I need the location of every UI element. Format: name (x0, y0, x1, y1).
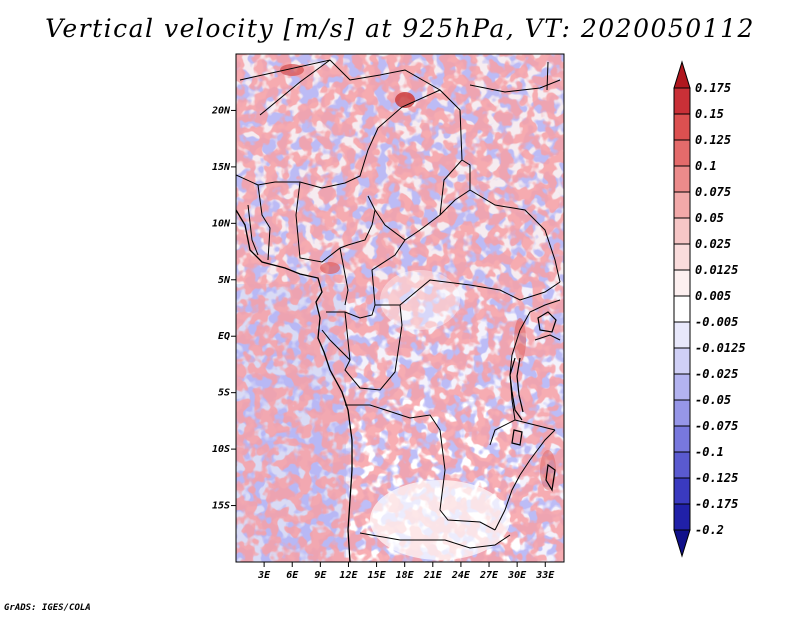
lon-tick-label: 24E (451, 570, 471, 581)
colorbar-top-arrow (673, 60, 691, 89)
colorbar-swatch (673, 477, 691, 505)
colorbar-label: 0.125 (695, 133, 731, 147)
colorbar-swatch (673, 295, 691, 323)
lon-tick-label: 30E (507, 570, 527, 581)
latitude-axis: 20N 15N 10N 5N EQ 5S 10S 15S (211, 105, 236, 512)
colorbar-label: -0.025 (695, 367, 738, 381)
colorbar-swatch (673, 321, 691, 349)
lat-tick-label: 5N (218, 275, 231, 286)
colorbar-label: -0.175 (695, 497, 738, 511)
lat-tick-label: 5S (218, 388, 230, 399)
colorbar-label: 0.005 (695, 289, 731, 303)
colorbar-label: -0.2 (695, 523, 724, 537)
colorbar-swatch (673, 165, 691, 193)
colorbar-label: 0.05 (695, 211, 724, 225)
lon-tick-label: 33E (535, 570, 555, 581)
map-frame (235, 53, 565, 563)
colorbar-label: 0.0125 (695, 263, 738, 277)
lon-tick-label: 15E (368, 570, 387, 581)
lon-tick-label: 21E (423, 570, 443, 581)
colorbar-swatch (673, 217, 691, 245)
lat-tick-label: 15N (212, 162, 231, 173)
lon-tick-label: 6E (286, 570, 299, 581)
lon-tick-label: 27E (479, 570, 499, 581)
lat-tick-label: 20N (211, 105, 231, 116)
grads-credit: GrADS: IGES/COLA (4, 603, 91, 613)
colorbar-swatch (673, 373, 691, 401)
colorbar-label: -0.005 (695, 315, 738, 329)
colorbar-label: -0.125 (695, 471, 738, 485)
colorbar-label: 0.025 (695, 237, 731, 251)
lon-tick-label: 18E (396, 570, 415, 581)
lon-tick-label: 9E (314, 570, 327, 581)
lat-tick-label: 10N (212, 218, 231, 229)
colorbar-swatch (673, 425, 691, 453)
coastline (236, 209, 353, 562)
colorbar-label: -0.1 (695, 445, 724, 459)
longitude-axis: 3E 6E 9E 12E 15E 18E 21E 24E 27E 30E 33E (257, 562, 555, 581)
colorbar-swatch (673, 269, 691, 297)
colorbar-swatch (673, 191, 691, 219)
colorbar-label: -0.075 (695, 419, 738, 433)
colorbar: 0.175 0.15 0.125 0.1 0.075 0.05 0.025 0.0125 0.0… (673, 60, 746, 558)
colorbar-bottom-arrow (673, 529, 691, 558)
colorbar-swatch (673, 87, 691, 115)
colorbar-swatch (673, 113, 691, 141)
colorbar-label: -0.05 (695, 393, 731, 407)
lat-tick-label: 10S (212, 444, 230, 455)
lon-tick-label: 3E (257, 570, 271, 581)
lat-tick-label: 15S (212, 501, 230, 512)
colorbar-swatch (673, 399, 691, 427)
colorbar-label: -0.0125 (695, 341, 746, 355)
lat-tick-label: EQ (218, 331, 230, 342)
colorbar-label: 0.075 (695, 185, 731, 199)
country-borders (236, 59, 561, 549)
lon-tick-label: 12E (339, 570, 358, 581)
colorbar-swatch (673, 139, 691, 167)
colorbar-swatch (673, 503, 691, 531)
colorbar-label: 0.1 (695, 159, 717, 173)
colorbar-label: 0.175 (695, 81, 731, 95)
colorbar-label: 0.15 (695, 107, 724, 121)
colorbar-swatch (673, 243, 691, 271)
colorbar-swatch (673, 451, 691, 479)
chart-title: Vertical velocity [m/s] at 925hPa, VT: 2… (45, 14, 755, 43)
colorbar-swatch (673, 347, 691, 375)
lakes (509, 311, 557, 492)
